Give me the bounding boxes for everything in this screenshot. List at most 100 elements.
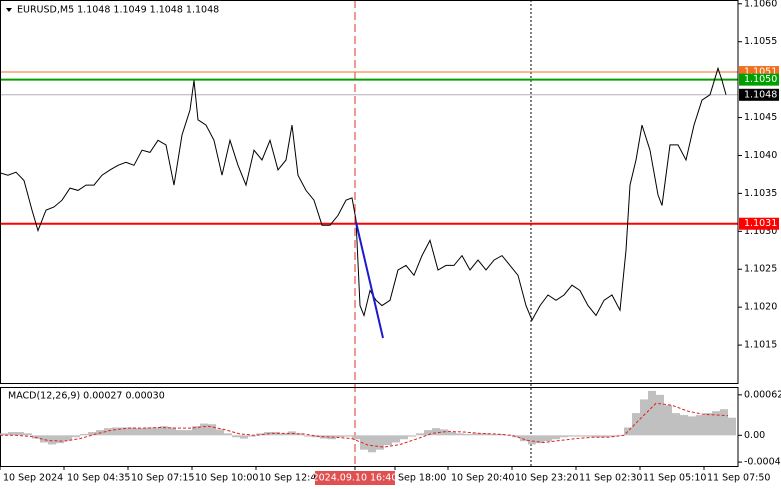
level-label-box xyxy=(739,217,779,230)
y-tick-label: 1.1015 xyxy=(744,340,777,351)
macd-bar xyxy=(408,435,416,437)
price-line xyxy=(0,66,727,322)
macd-bar xyxy=(472,433,480,436)
level-label: 1.1048 xyxy=(744,89,777,100)
level-label: 1.1050 xyxy=(744,74,777,85)
macd-bar xyxy=(352,435,360,440)
y-tick-label: 1.1055 xyxy=(744,36,777,47)
macd-bar xyxy=(712,411,720,436)
macd-bar xyxy=(696,415,704,436)
macd-bar xyxy=(416,433,424,436)
macd-frame xyxy=(0,387,739,467)
macd-bar xyxy=(480,433,488,436)
macd-bar xyxy=(72,435,80,438)
macd-bar xyxy=(40,435,48,443)
macd-bar xyxy=(608,435,616,437)
y-tick-label: 1.1035 xyxy=(744,188,777,199)
x-tick-label: 10 Sep 10:00 xyxy=(195,473,258,484)
macd-bar xyxy=(144,427,152,436)
x-tick-highlight xyxy=(315,471,395,485)
macd-bar xyxy=(368,435,376,453)
macd-bar xyxy=(24,433,32,436)
level-label-box xyxy=(739,73,779,86)
y-tick-label: 1.1060 xyxy=(744,0,777,9)
x-tick-label: 10 Sep 12:40 xyxy=(259,473,322,484)
macd-bar xyxy=(48,435,56,445)
macd-bar xyxy=(448,432,456,436)
macd-bar xyxy=(376,435,384,450)
macd-bar xyxy=(248,435,256,437)
macd-bar xyxy=(552,435,560,440)
macd-bar xyxy=(360,435,368,450)
macd-bar xyxy=(560,435,568,438)
signal-line xyxy=(0,402,729,448)
x-tick-label: 11 Sep 07:50 xyxy=(707,473,770,484)
x-tick-label: 10 Sep 20:40 xyxy=(451,473,514,484)
macd-bar xyxy=(88,432,96,436)
y-tick-label: 1.1025 xyxy=(744,264,777,275)
macd-bar xyxy=(720,409,728,436)
x-tick-label: 11 Sep 02:30 xyxy=(579,473,642,484)
macd-bar xyxy=(336,435,344,438)
macd-bar xyxy=(384,435,392,446)
macd-bar xyxy=(184,430,192,436)
y-tick-label: 1.1020 xyxy=(744,302,777,313)
macd-bar xyxy=(80,434,88,436)
macd-bar xyxy=(208,424,216,436)
macd-bar xyxy=(104,428,112,436)
macd-bar xyxy=(296,433,304,436)
macd-bar xyxy=(304,435,312,437)
x-tick-label: 11 Sep 05:10 xyxy=(643,473,706,484)
macd-bar xyxy=(528,435,536,445)
y-tick-label: 1.1045 xyxy=(744,112,777,123)
macd-bar xyxy=(648,390,656,436)
macd-bar xyxy=(400,435,408,440)
macd-bar xyxy=(704,413,712,436)
macd-bar xyxy=(272,432,280,436)
x-tick-label: 10 Sep 07:15 xyxy=(131,473,194,484)
macd-bar xyxy=(176,430,184,436)
macd-bar xyxy=(536,435,544,444)
x-tick-label: Sep 18:00 xyxy=(398,473,446,484)
macd-bar xyxy=(424,430,432,436)
macd-bar xyxy=(688,416,696,436)
macd-bar xyxy=(312,435,320,438)
y-tick-label: -0.00041 xyxy=(744,457,781,468)
macd-bar xyxy=(520,435,528,442)
macd-bar xyxy=(200,423,208,436)
macd-bar xyxy=(232,435,240,438)
macd-bar xyxy=(488,434,496,436)
macd-bar xyxy=(584,435,592,437)
macd-bar xyxy=(136,428,144,436)
y-tick-label: 0.00062 xyxy=(744,389,781,400)
x-tick-label: 10 Sep 23:20 xyxy=(515,473,578,484)
macd-bar xyxy=(120,427,128,436)
macd-bar xyxy=(392,435,400,443)
macd-bar xyxy=(192,426,200,436)
macd-bar xyxy=(224,433,232,436)
macd-bar xyxy=(160,426,168,436)
macd-bar xyxy=(464,434,472,436)
macd-bar xyxy=(664,405,672,436)
back-layer xyxy=(0,0,738,466)
macd-bar xyxy=(616,435,624,436)
x-tick-label: 10 Sep 2024 xyxy=(3,473,63,484)
macd-bar xyxy=(656,394,664,436)
level-label-box xyxy=(739,88,779,101)
macd-bar xyxy=(216,429,224,436)
macd-bar xyxy=(112,427,120,436)
price-frame xyxy=(0,0,739,384)
macd-bar xyxy=(168,427,176,436)
macd-bar xyxy=(0,433,8,436)
menu-triangle[interactable] xyxy=(6,8,12,12)
macd-bar xyxy=(728,417,736,436)
macd-bar xyxy=(56,435,64,444)
macd-bar xyxy=(16,432,24,436)
y-tick-label: 1.1040 xyxy=(744,150,777,161)
macd-bar xyxy=(344,435,352,437)
x-tick-label: 10 Sep 04:35 xyxy=(67,473,130,484)
macd-bar xyxy=(64,435,72,441)
macd-bar xyxy=(568,435,576,437)
